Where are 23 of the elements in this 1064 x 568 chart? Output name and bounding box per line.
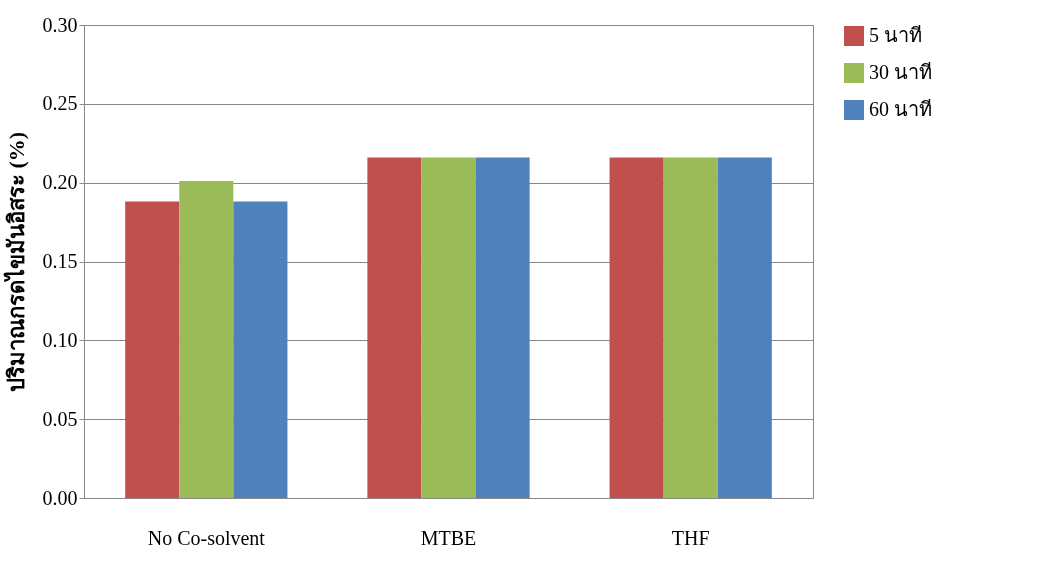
y-tick-label: 0.15 — [42, 250, 78, 272]
y-tick-label: 0.30 — [42, 13, 78, 36]
x-tick-label: MTBE — [420, 526, 477, 549]
bar — [233, 201, 288, 498]
bar — [663, 157, 718, 498]
bar — [475, 157, 530, 498]
x-tick-label: THF — [671, 526, 710, 549]
bar — [367, 157, 422, 498]
legend-label: 30 นาที — [869, 61, 932, 83]
y-tick-label: 0.20 — [42, 171, 78, 194]
bar — [125, 201, 180, 498]
y-tick-label: 0.10 — [42, 328, 78, 351]
y-axis-title: ปริมาณกรดไขมันอิสระ (%) — [2, 131, 29, 393]
bar — [179, 181, 234, 498]
legend-label: 60 นาที — [869, 98, 932, 120]
bar — [609, 157, 664, 498]
y-tick-label: 0.25 — [42, 92, 78, 115]
y-tick-label: 0.00 — [42, 486, 78, 509]
y-tick-label: 0.05 — [42, 407, 78, 430]
bar — [421, 157, 476, 498]
x-tick-label: No Co-solvent — [147, 526, 266, 549]
bar — [717, 157, 772, 498]
legend-label: 5 นาที — [869, 24, 922, 46]
